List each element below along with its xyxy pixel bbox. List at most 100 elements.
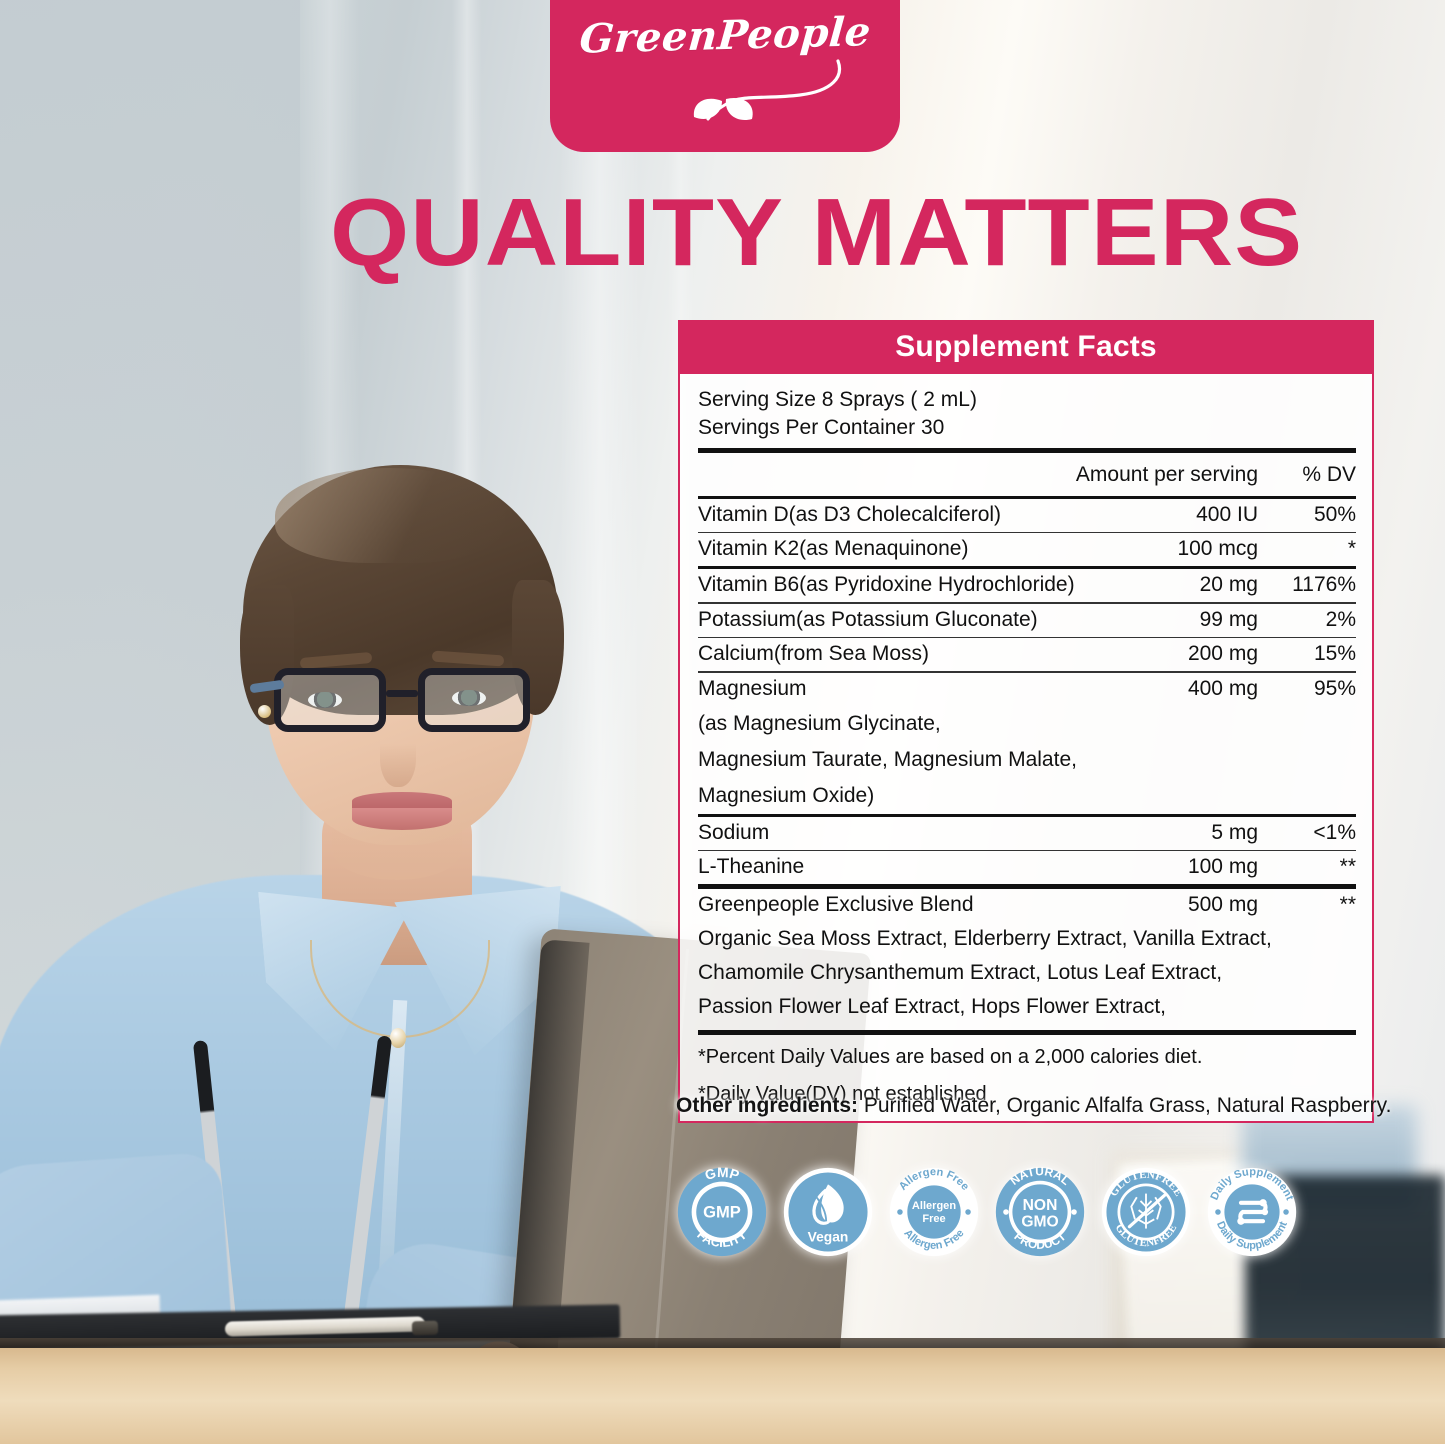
table-row: Vitamin D(as D3 Cholecalciferol) 400 IU … xyxy=(698,499,1356,532)
supplement-facts-table: Amount per serving % DV Vitamin D(as D3 … xyxy=(698,453,1356,706)
daily-supplement-badge: Daily Supplement Daily Supplement xyxy=(1206,1166,1298,1258)
wooden-desk xyxy=(0,1348,1445,1444)
desk-edge xyxy=(0,1338,1445,1348)
footnote: *Percent Daily Values are based on a 2,0… xyxy=(698,1046,1203,1069)
blend-ingredient-line: Chamomile Chrysanthemum Extract, Lotus L… xyxy=(698,961,1223,985)
serving-size: Serving Size 8 Sprays ( 2 mL) xyxy=(698,388,977,411)
table-row: Vitamin K2(as Menaquinone) 100 mcg * xyxy=(698,533,1356,566)
eye-left xyxy=(308,692,342,708)
lens-left xyxy=(274,668,386,732)
nutrient-name: Vitamin B6(as Pyridoxine Hydrochloride) xyxy=(698,573,1075,597)
header-amount: Amount per serving xyxy=(1075,462,1258,486)
magnesium-form-line: Magnesium Oxide) xyxy=(698,783,875,807)
divider xyxy=(698,813,1356,817)
nutrient-amount: 400 mg xyxy=(1187,676,1258,700)
svg-text:PRODUCT: PRODUCT xyxy=(1011,1229,1069,1252)
nutrient-amount: 400 IU xyxy=(1196,502,1258,526)
hair-side-right xyxy=(512,580,564,715)
nutrient-name: Vitamin K2(as Menaquinone) xyxy=(698,537,969,561)
svg-text:GMP: GMP xyxy=(703,1203,741,1222)
non-gmo-badge: NATURAL PRODUCT NON GMO xyxy=(994,1166,1086,1258)
doctor-portrait xyxy=(0,300,872,1444)
nutrient-dv: 95% xyxy=(1313,676,1356,700)
nutrient-amount: 5 mg xyxy=(1211,820,1258,844)
hair-highlight xyxy=(275,468,505,563)
nutrient-dv: <1% xyxy=(1313,820,1356,844)
servings-per-container: Servings Per Container 30 xyxy=(698,415,945,439)
blend-ingredient-line: Passion Flower Leaf Extract, Hops Flower… xyxy=(698,995,1166,1019)
earring xyxy=(258,705,271,718)
nutrient-name: L-Theanine xyxy=(698,855,805,879)
nutrient-name: Potassium(as Potassium Gluconate) xyxy=(698,607,1038,631)
table-row: Potassium(as Potassium Gluconate) 99 mg … xyxy=(698,604,1356,637)
other-ingredients: Other ingredients: Purified Water, Organ… xyxy=(676,1094,1391,1118)
gmp-facility-badge: GMP FACILITY GMP xyxy=(676,1166,768,1258)
nutrient-amount: 20 mg xyxy=(1199,573,1258,597)
eyeglasses xyxy=(249,668,536,740)
upper-lip xyxy=(352,792,452,810)
magnesium-form-line: (as Magnesium Glycinate, xyxy=(698,711,941,735)
pen-tip xyxy=(411,1320,439,1336)
svg-text:NON: NON xyxy=(1023,1197,1058,1214)
header-dv: % DV xyxy=(1302,462,1356,486)
nutrient-dv: * xyxy=(1347,537,1356,561)
nutrient-name: Sodium xyxy=(698,820,770,844)
nose xyxy=(380,725,416,787)
table-header-row: Amount per serving % DV xyxy=(698,453,1356,496)
nutrient-dv: ** xyxy=(1339,855,1356,879)
lens-right xyxy=(418,668,530,732)
hair-side-left xyxy=(240,585,294,725)
allergen-free-badge: Allergen Free Allergen Free Allergen Fre… xyxy=(888,1166,980,1258)
nutrient-name: Calcium(from Sea Moss) xyxy=(698,642,930,666)
svg-text:Free: Free xyxy=(922,1213,945,1225)
nutrient-dv: 1176% xyxy=(1292,573,1356,597)
glasses-bridge xyxy=(386,690,418,697)
magnesium-form-line: Magnesium Taurate, Magnesium Malate, xyxy=(698,747,1077,771)
supplement-facts-title: Supplement Facts xyxy=(680,322,1372,374)
brand-logo-banner: GreenPeople xyxy=(550,0,900,152)
brand-name: GreenPeople xyxy=(577,8,873,63)
nutrient-amount: 99 mg xyxy=(1199,607,1258,631)
table-row: Vitamin B6(as Pyridoxine Hydrochloride) … xyxy=(698,569,1356,602)
supplement-facts-table-continued: Sodium 5 mg <1% L-Theanine 100 mg ** Gre… xyxy=(698,817,1356,923)
table-row: L-Theanine 100 mg ** xyxy=(698,851,1356,884)
blend-amount: 500 mg xyxy=(1187,893,1258,917)
leaf-flourish-icon xyxy=(600,57,850,123)
svg-text:Allergen: Allergen xyxy=(912,1200,956,1212)
blend-row: Greenpeople Exclusive Blend 500 mg ** xyxy=(698,889,1356,922)
eye-right xyxy=(452,690,486,706)
nutrient-name: Vitamin D(as D3 Cholecalciferol) xyxy=(698,502,1002,526)
nutrient-dv: 15% xyxy=(1313,642,1356,666)
chin-shading xyxy=(332,820,462,880)
necklace-pendant xyxy=(390,1028,406,1048)
vegan-badge: Vegan xyxy=(782,1166,874,1258)
nutrient-amount: 100 mg xyxy=(1187,855,1258,879)
table-row: Magnesium 400 mg 95% xyxy=(698,673,1356,706)
blend-dv: ** xyxy=(1339,893,1356,917)
svg-text:FACILITY: FACILITY xyxy=(694,1227,750,1251)
svg-text:Vegan: Vegan xyxy=(808,1229,849,1244)
nutrient-dv: 2% xyxy=(1325,607,1356,631)
nutrient-amount: 100 mcg xyxy=(1177,537,1258,561)
nutrient-amount: 200 mg xyxy=(1187,642,1258,666)
nutrient-dv: 50% xyxy=(1313,502,1356,526)
blend-ingredient-line: Organic Sea Moss Extract, Elderberry Ext… xyxy=(698,927,1272,951)
other-ingredients-label: Other ingredients: xyxy=(676,1094,859,1117)
nutrient-name: Magnesium xyxy=(698,676,807,700)
supplement-facts-panel: Supplement Facts Serving Size 8 Sprays (… xyxy=(678,320,1374,1124)
lower-lip xyxy=(352,808,452,830)
svg-text:GMO: GMO xyxy=(1021,1214,1058,1231)
footnote: *Daily Value(DV) not established xyxy=(698,1083,987,1106)
blend-name: Greenpeople Exclusive Blend xyxy=(698,893,974,917)
table-row: Calcium(from Sea Moss) 200 mg 15% xyxy=(698,638,1356,671)
other-ingredients-value: Purified Water, Organic Alfalfa Grass, N… xyxy=(858,1094,1392,1117)
divider xyxy=(698,1030,1356,1036)
svg-text:GMP: GMP xyxy=(703,1166,741,1183)
certification-badges: GMP FACILITY GMP Vegan xyxy=(676,1152,1376,1272)
divider xyxy=(698,447,1356,453)
page-title: QUALITY MATTERS xyxy=(330,179,1304,286)
table-row: Sodium 5 mg <1% xyxy=(698,817,1356,850)
header-blank xyxy=(698,453,1076,496)
gluten-free-badge: GLUTENFREE GLUTENFREE xyxy=(1100,1166,1192,1258)
